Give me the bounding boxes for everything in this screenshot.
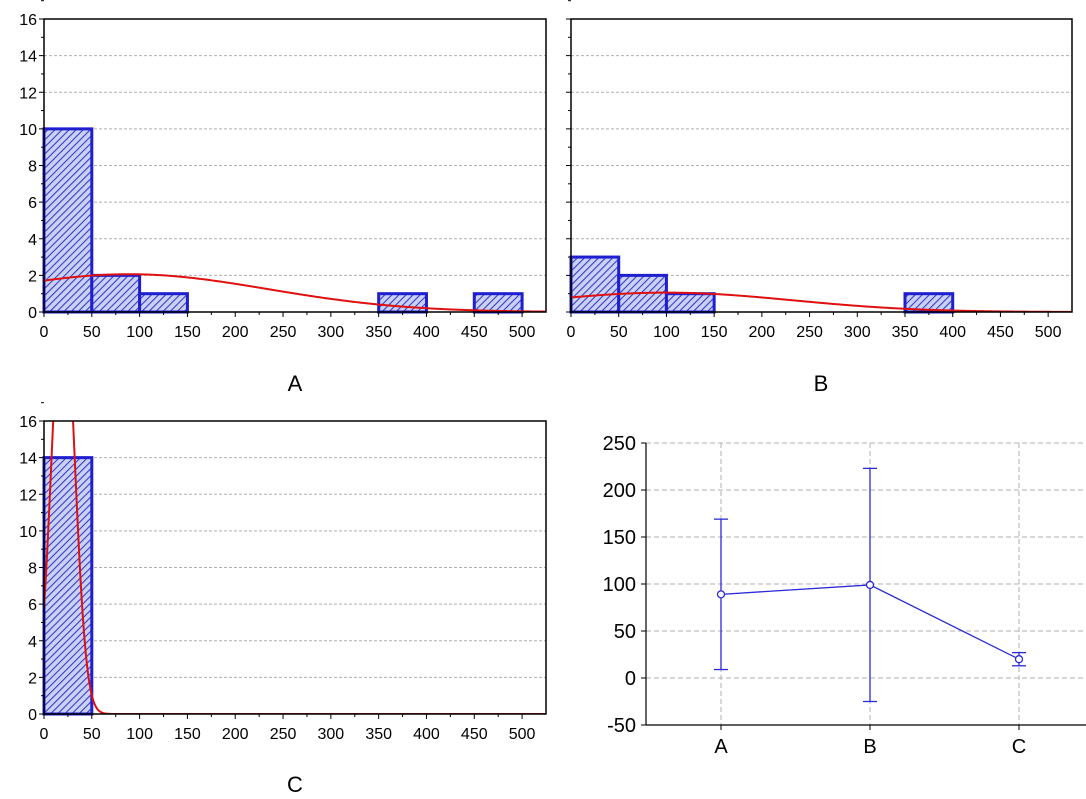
normal-fit-curve: [44, 273, 546, 312]
x-tick-label: C: [1012, 736, 1026, 758]
x-tick-label: B: [863, 736, 876, 758]
x-tick-label: 0: [567, 324, 576, 341]
y-tick-label: 6: [28, 195, 37, 212]
x-tick-label: A: [714, 736, 728, 758]
y-tick-label: 0: [28, 707, 37, 724]
x-tick-label: 200: [222, 324, 249, 341]
y-tick-label: 200: [603, 480, 636, 502]
histogram-b: 0 50 100 150 200 250 300 350 400 450 500: [566, 0, 1073, 341]
x-tick-label: 50: [83, 324, 101, 341]
x-tick-label: 450: [461, 726, 488, 743]
x-tick-label: 100: [126, 324, 153, 341]
y-tick-label: 0: [625, 668, 636, 690]
y-tick-label: 12: [19, 85, 37, 102]
x-tick-label: 150: [701, 324, 728, 341]
histogram-bar: [90, 273, 142, 314]
x-tick-label: 500: [1035, 324, 1062, 341]
y-tick-label: 6: [28, 597, 37, 614]
y-tick-label: 16: [19, 12, 37, 29]
x-tick-label: 300: [318, 324, 345, 341]
y-tick-label: 8: [28, 561, 37, 578]
y-tick-label: 2: [28, 268, 37, 285]
histogram-bar: [42, 456, 94, 716]
mean-point: [1014, 655, 1024, 664]
normal-fit-curve: [44, 421, 546, 714]
y-tick-label: 14: [19, 49, 37, 66]
x-tick-label: 350: [365, 324, 392, 341]
histogram-bar: [377, 292, 428, 314]
x-tick-label: 200: [749, 324, 776, 341]
x-tick-label: 50: [83, 726, 101, 743]
y-tick-label: 150: [603, 527, 636, 549]
x-tick-label: 250: [796, 324, 823, 341]
y-tick-label: 14: [19, 451, 37, 468]
y-tick-label: 4: [28, 232, 37, 249]
y-tick-label: 50: [614, 621, 636, 643]
x-tick-label: 0: [40, 324, 49, 341]
x-tick-label: 500: [509, 324, 536, 341]
x-tick-label: 250: [270, 324, 297, 341]
caption-a: A: [287, 371, 303, 396]
x-tick-label: 100: [653, 324, 680, 341]
y-tick-label: 10: [19, 524, 37, 541]
x-tick-label: 450: [987, 324, 1014, 341]
caption-c: C: [287, 772, 303, 797]
y-tick-label: 100: [603, 574, 636, 596]
caption-b: B: [813, 371, 829, 396]
x-tick-label: 500: [509, 726, 536, 743]
histogram-c: 0 50 100 150 200 250 300 350 400 450 500 0 2 4 6 8 10 12 1…: [19, 402, 547, 743]
x-tick-label: 0: [40, 726, 49, 743]
y-tick-label: 0: [28, 305, 37, 322]
x-tick-label: 50: [610, 324, 628, 341]
mean-point: [865, 580, 875, 590]
histogram-bar: [664, 292, 716, 314]
histogram-a: 0 50 100 150 200 250 300 350 400 450 500 0 2 4 6 8 10 12 1…: [19, 0, 547, 341]
mean-point: [716, 590, 726, 599]
x-tick-label: 150: [174, 726, 201, 743]
y-tick-label: 10: [19, 122, 37, 139]
y-tick-label: -50: [607, 715, 636, 737]
x-tick-label: 400: [413, 726, 440, 743]
y-tick-label: 250: [603, 433, 636, 455]
y-tick-label: 16: [19, 414, 37, 431]
x-tick-label: 200: [222, 726, 249, 743]
x-tick-label: 400: [413, 324, 440, 341]
histogram-bar: [569, 255, 621, 314]
x-tick-label: 150: [174, 324, 201, 341]
means-plot: -50 0 50 100 150 200 250 A B C: [603, 433, 1086, 758]
x-tick-label: 300: [844, 324, 871, 341]
histogram-bar: [472, 292, 524, 314]
x-tick-label: 450: [461, 324, 488, 341]
x-tick-label: 400: [939, 324, 966, 341]
x-tick-label: 300: [318, 726, 345, 743]
x-tick-label: 100: [126, 726, 153, 743]
histogram-bar: [42, 127, 94, 314]
y-tick-label: 4: [28, 634, 37, 651]
x-tick-label: 350: [892, 324, 919, 341]
y-tick-label: 8: [28, 159, 37, 176]
y-tick-label: 12: [19, 487, 37, 504]
histogram-bar: [138, 292, 189, 314]
y-tick-label: 2: [28, 670, 37, 687]
x-tick-label: 350: [365, 726, 392, 743]
x-tick-label: 250: [270, 726, 297, 743]
